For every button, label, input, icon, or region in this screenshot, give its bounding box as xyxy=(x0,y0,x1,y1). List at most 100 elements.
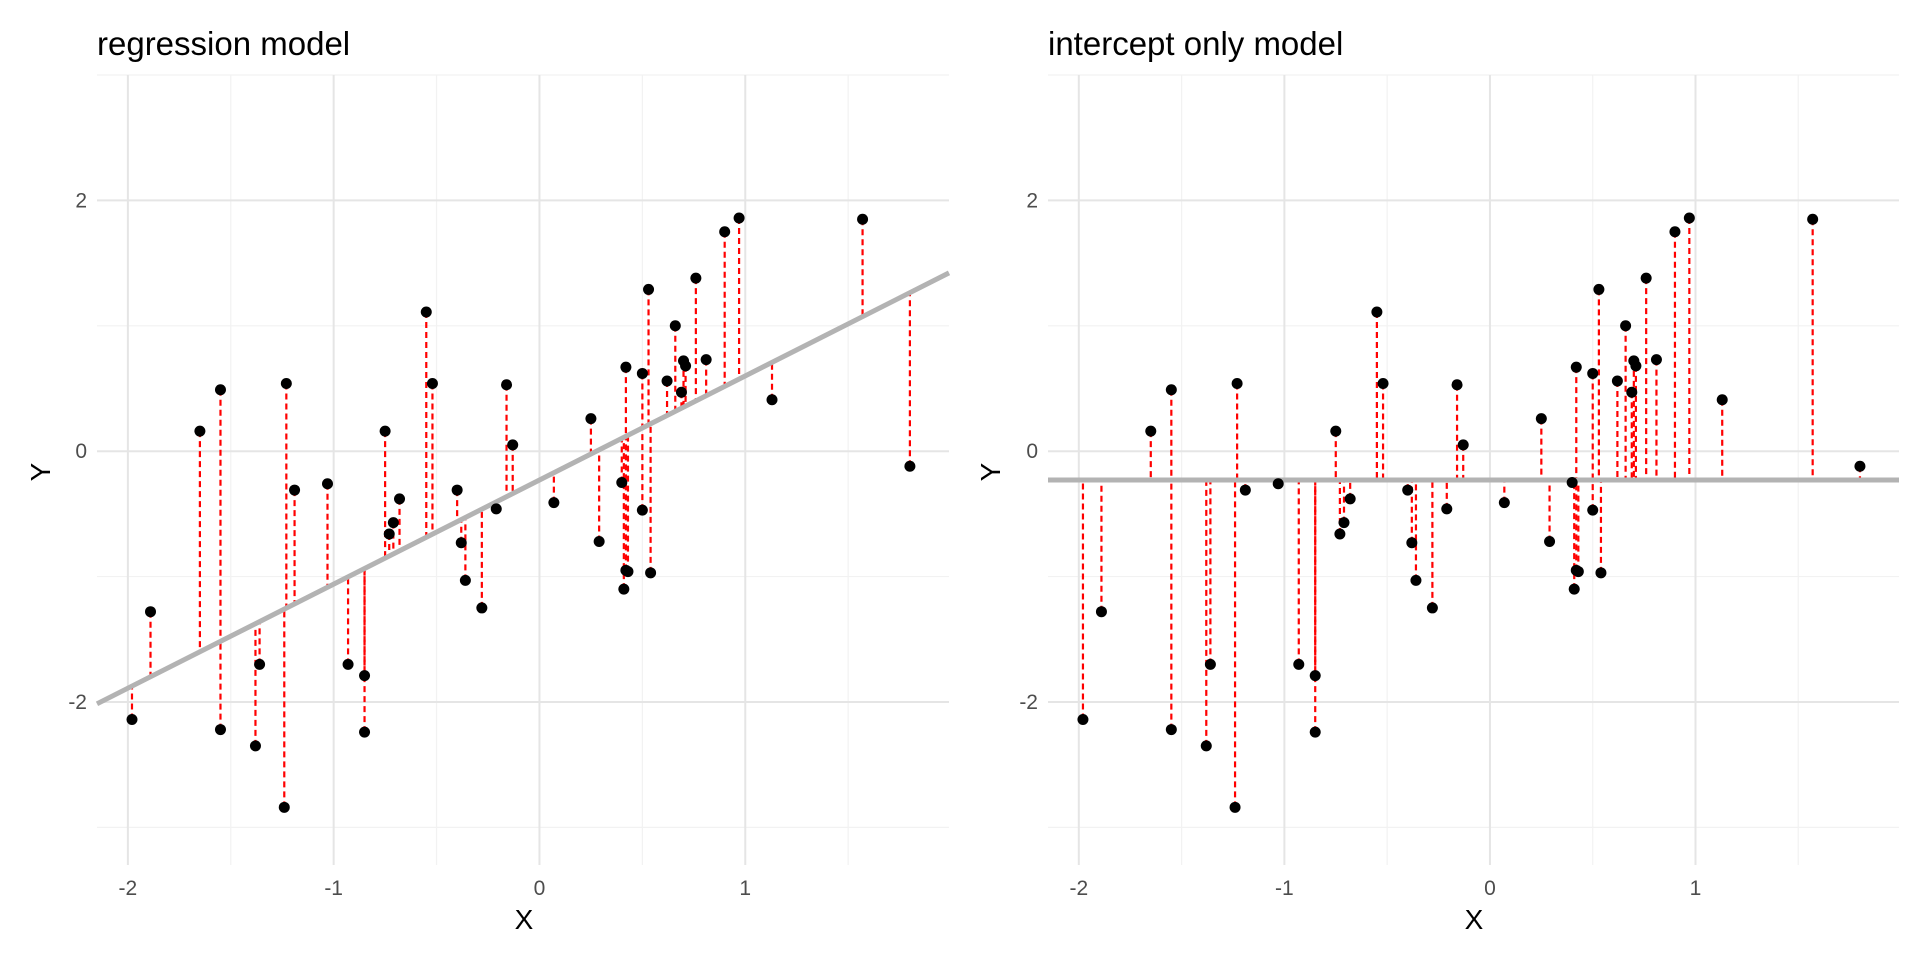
y-tick-labels: -2 0 2 xyxy=(1019,189,1038,714)
data-point xyxy=(321,478,333,490)
data-point xyxy=(476,602,488,614)
data-point xyxy=(455,537,467,549)
residual-lines xyxy=(130,217,911,808)
data-point xyxy=(1611,375,1623,387)
data-point xyxy=(585,413,597,425)
data-point xyxy=(214,724,226,736)
data-point xyxy=(1566,477,1578,489)
x-axis-title: X xyxy=(1465,904,1484,935)
data-point xyxy=(1204,658,1216,670)
data-point xyxy=(359,726,371,738)
data-point xyxy=(1165,724,1177,736)
x-tick-label: 1 xyxy=(1690,877,1702,900)
data-point xyxy=(1807,213,1819,225)
x-tick-labels: -2 -1 0 1 xyxy=(1069,877,1701,900)
y-tick-label: 0 xyxy=(75,440,87,463)
data-point xyxy=(669,320,681,332)
data-point xyxy=(1426,602,1438,614)
data-point xyxy=(1716,394,1728,406)
data-point xyxy=(636,504,648,516)
data-point xyxy=(1626,386,1638,398)
panel-intercept-only-model: intercept only model -2 -1 0 1 -2 0 2 X Y xyxy=(975,25,1899,935)
data-point xyxy=(383,528,395,540)
data-point xyxy=(1620,320,1632,332)
data-point xyxy=(1535,413,1547,425)
data-point xyxy=(145,606,157,618)
y-tick-label: -2 xyxy=(68,691,87,714)
x-axis-title: X xyxy=(515,904,534,935)
data-point xyxy=(379,425,391,437)
data-point xyxy=(1593,283,1605,295)
data-point xyxy=(278,801,290,813)
data-point xyxy=(194,425,206,437)
data-point xyxy=(387,517,399,529)
data-point xyxy=(1669,226,1681,238)
data-point xyxy=(214,384,226,396)
x-tick-label: -1 xyxy=(1275,877,1294,900)
data-point xyxy=(1200,740,1212,752)
data-point xyxy=(1334,528,1346,540)
data-point xyxy=(643,283,655,295)
data-point xyxy=(1145,425,1157,437)
y-axis-title: Y xyxy=(975,462,1006,481)
data-point xyxy=(1377,377,1389,389)
y-tick-label: 2 xyxy=(75,189,87,212)
data-point xyxy=(420,306,432,318)
y-tick-label: -2 xyxy=(1019,691,1038,714)
y-axis-title: Y xyxy=(25,462,56,481)
data-point xyxy=(1344,493,1356,505)
data-point xyxy=(1587,367,1599,379)
panel-regression-model: regression model -2 -1 0 1 -2 0 2 X Y xyxy=(25,25,951,935)
data-point xyxy=(1293,658,1305,670)
residual-lines xyxy=(1081,217,1862,808)
data-point xyxy=(593,535,605,547)
data-point xyxy=(1587,504,1599,516)
data-point xyxy=(618,583,630,595)
data-point xyxy=(289,484,301,496)
data-point xyxy=(1568,583,1580,595)
x-tick-label: -2 xyxy=(119,877,138,900)
data-point xyxy=(548,497,560,509)
x-tick-label: 1 xyxy=(739,877,751,900)
data-point xyxy=(733,212,745,224)
data-point xyxy=(645,567,657,579)
data-point xyxy=(1570,361,1582,373)
data-point xyxy=(1498,497,1510,509)
data-point xyxy=(1406,537,1418,549)
data-point xyxy=(690,272,702,284)
data-point xyxy=(1231,377,1243,389)
x-tick-label: -1 xyxy=(324,877,343,900)
x-tick-label: 0 xyxy=(534,877,546,900)
data-point xyxy=(126,714,138,726)
data-point xyxy=(1309,670,1321,682)
data-point xyxy=(459,574,471,586)
data-point xyxy=(1595,567,1607,579)
x-tick-label: -2 xyxy=(1069,877,1088,900)
data-point xyxy=(280,377,292,389)
data-point xyxy=(1544,535,1556,547)
regression-line xyxy=(95,270,951,707)
data-point xyxy=(490,503,502,515)
data-point xyxy=(1410,574,1422,586)
panel-title-regression: regression model xyxy=(97,25,350,62)
data-point xyxy=(661,375,673,387)
data-point xyxy=(1272,478,1284,490)
data-points xyxy=(1077,212,1866,813)
data-point xyxy=(1338,517,1350,529)
y-tick-label: 2 xyxy=(1026,189,1038,212)
data-point xyxy=(1309,726,1321,738)
data-point xyxy=(904,460,916,472)
data-point xyxy=(1371,306,1383,318)
data-point xyxy=(1165,384,1177,396)
data-point xyxy=(359,670,371,682)
data-point xyxy=(1630,360,1642,372)
data-point xyxy=(622,566,634,578)
data-point xyxy=(636,367,648,379)
data-points xyxy=(126,212,916,813)
data-point xyxy=(1229,801,1241,813)
data-point xyxy=(1239,484,1251,496)
y-tick-label: 0 xyxy=(1026,440,1038,463)
data-point xyxy=(342,658,354,670)
data-point xyxy=(675,386,687,398)
